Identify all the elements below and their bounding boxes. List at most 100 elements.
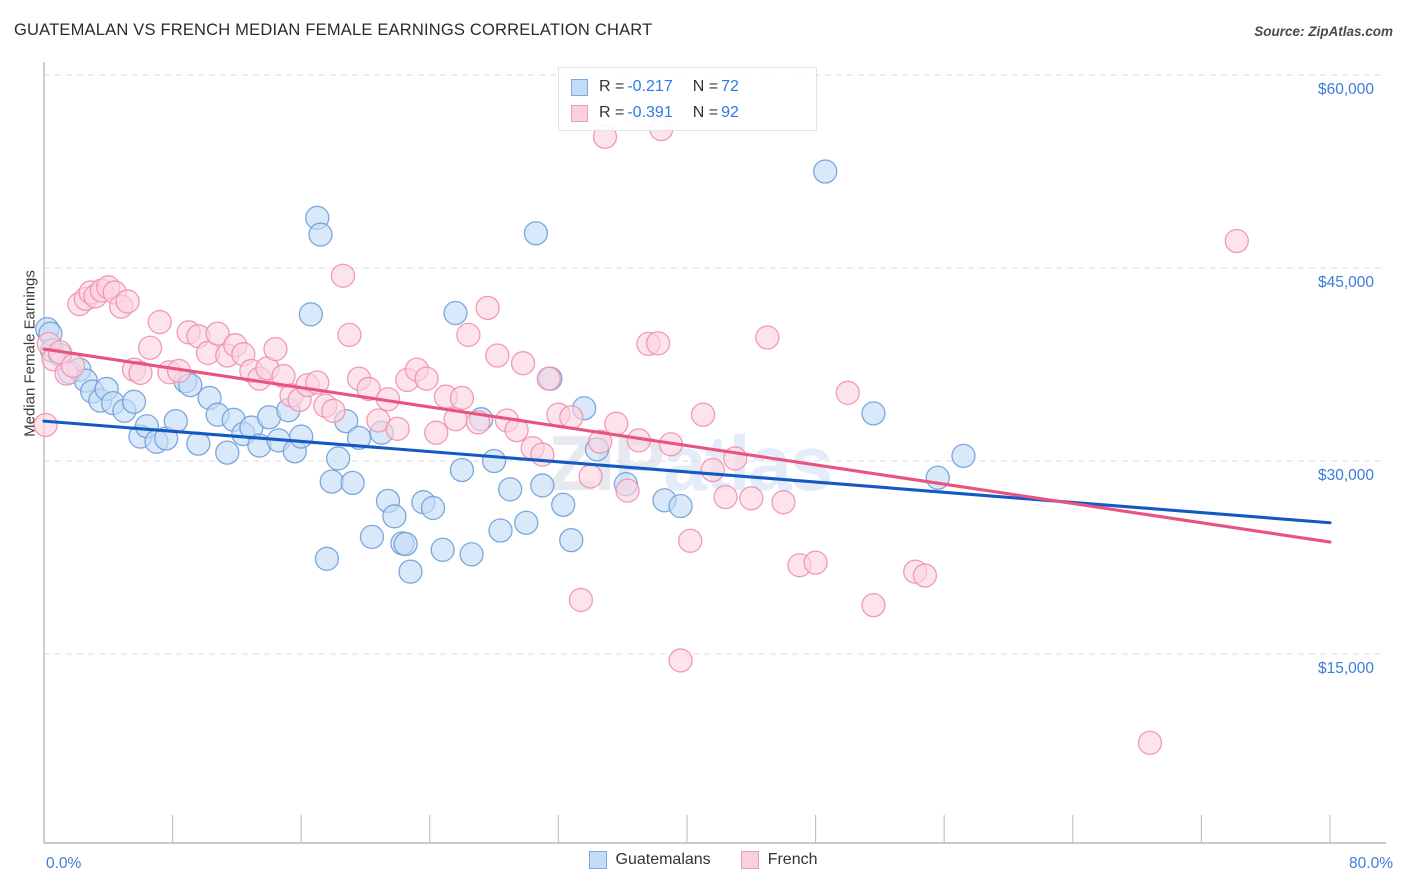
data-point: [215, 440, 240, 465]
data-point: [1224, 228, 1249, 254]
source-attribution: Source: ZipAtlas.com: [1254, 24, 1393, 39]
data-point: [33, 412, 58, 438]
legend-label-guatemalans: Guatemalans: [615, 851, 711, 868]
data-point: [1137, 730, 1163, 755]
data-point: [382, 504, 407, 529]
data-point: [420, 495, 446, 521]
data-point: [514, 510, 539, 535]
data-point: [340, 470, 365, 496]
n-value-blue: 72: [721, 78, 739, 95]
trendline-guatemalans: [42, 419, 1332, 525]
data-point: [861, 401, 886, 426]
legend-swatch-blue: [571, 78, 588, 96]
r-value-pink: -0.391: [627, 104, 673, 121]
series-legend: Guatemalans French: [0, 851, 1406, 869]
data-point: [559, 527, 584, 553]
data-point: [289, 424, 314, 449]
data-point: [326, 446, 351, 471]
data-point: [498, 477, 523, 502]
data-point: [337, 322, 362, 348]
data-point: [430, 537, 455, 562]
data-point: [951, 443, 976, 469]
data-point: [424, 420, 449, 445]
data-point: [147, 309, 172, 335]
data-point: [578, 464, 603, 489]
n-label-blue: N =: [692, 78, 719, 95]
data-point: [739, 486, 764, 511]
data-point: [385, 416, 410, 441]
r-label-pink: R =: [599, 104, 625, 121]
data-point: [60, 353, 86, 378]
data-point: [615, 478, 640, 503]
data-point: [488, 518, 513, 543]
data-point: [308, 222, 333, 247]
data-point: [645, 331, 671, 356]
data-point: [465, 410, 491, 435]
data-point: [678, 528, 703, 553]
data-point: [298, 302, 324, 327]
data-point: [813, 159, 838, 184]
data-point: [115, 289, 140, 314]
data-point: [771, 490, 796, 515]
data-point: [755, 325, 780, 350]
data-point: [588, 429, 613, 454]
legend-item-guatemalans[interactable]: Guatemalans: [588, 851, 711, 869]
x-axis-label-max: 80.0%: [1349, 855, 1393, 872]
stat-row-guatemalans: R = -0.217 N = 72: [571, 74, 806, 100]
data-point: [536, 366, 561, 391]
data-point: [559, 405, 584, 430]
statistics-legend: R = -0.217 N = 72 R = -0.391 N = 92: [558, 67, 817, 131]
data-point: [449, 385, 475, 411]
y-axis-tick-label: $30,000: [1317, 467, 1374, 484]
data-point: [604, 411, 629, 436]
data-point: [713, 484, 738, 510]
n-value-pink: 92: [721, 104, 739, 121]
data-point: [163, 408, 188, 434]
data-point: [803, 550, 828, 575]
data-point: [314, 546, 340, 571]
data-point: [551, 492, 576, 517]
data-point: [359, 524, 385, 550]
series-guatemalans: [35, 159, 976, 584]
data-point: [690, 402, 716, 427]
data-point: [668, 648, 693, 673]
data-point: [861, 592, 886, 618]
data-point: [456, 322, 481, 348]
data-point: [398, 559, 423, 584]
data-point: [700, 457, 725, 483]
data-point: [530, 473, 555, 498]
legend-label-french: French: [767, 851, 818, 868]
data-point: [321, 398, 346, 423]
legend-item-french[interactable]: French: [740, 851, 818, 869]
n-label-pink: N =: [692, 104, 719, 121]
data-point: [459, 542, 484, 567]
r-value-blue: -0.217: [627, 78, 673, 95]
data-point: [523, 221, 549, 246]
y-axis-tick-label: $60,000: [1317, 81, 1374, 98]
data-point: [205, 321, 230, 346]
data-point: [186, 431, 211, 456]
data-point: [912, 563, 938, 588]
legend-swatch-pink: [571, 104, 588, 122]
x-axis-label-min: 0.0%: [46, 855, 82, 872]
data-point: [330, 263, 356, 288]
data-point: [137, 335, 163, 360]
data-point: [568, 587, 594, 613]
trendline-french: [42, 347, 1332, 544]
page-title: GUATEMALAN VS FRENCH MEDIAN FEMALE EARNI…: [14, 21, 653, 39]
data-point: [356, 376, 381, 402]
legend-color-french: [740, 851, 759, 869]
stat-row-french: R = -0.391 N = 92: [571, 100, 806, 126]
y-axis-title: Median Female Earnings: [21, 270, 39, 437]
r-label-blue: R =: [599, 78, 625, 95]
legend-color-guatemalans: [588, 851, 607, 869]
data-point: [485, 343, 510, 368]
data-point: [263, 336, 288, 362]
data-point: [475, 295, 500, 321]
data-point: [835, 380, 860, 405]
data-point: [510, 351, 536, 376]
data-point: [319, 469, 344, 494]
data-point: [121, 389, 147, 414]
